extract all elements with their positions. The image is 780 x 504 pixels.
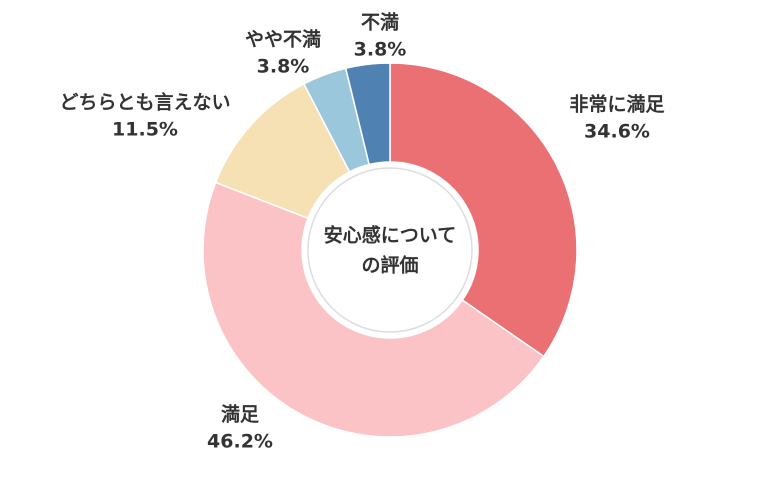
center-label: 安心感について — [324, 224, 456, 247]
slice-value: 3.8% — [354, 39, 407, 61]
center-disc — [302, 162, 478, 338]
slice-value: 3.8% — [257, 56, 310, 78]
slice-value: 34.6% — [584, 121, 650, 143]
slice-label: 不満 — [361, 12, 399, 34]
slice-label: どちらとも言えない — [59, 91, 230, 114]
center-ring — [307, 167, 473, 333]
slice-label: やや不満 — [245, 29, 321, 51]
slice-value: 11.5% — [112, 119, 178, 141]
slice-value: 46.2% — [207, 431, 273, 453]
slice-label: 非常に満足 — [569, 93, 665, 116]
slice-label: 満足 — [221, 404, 260, 426]
center-label: の評価 — [361, 254, 418, 277]
